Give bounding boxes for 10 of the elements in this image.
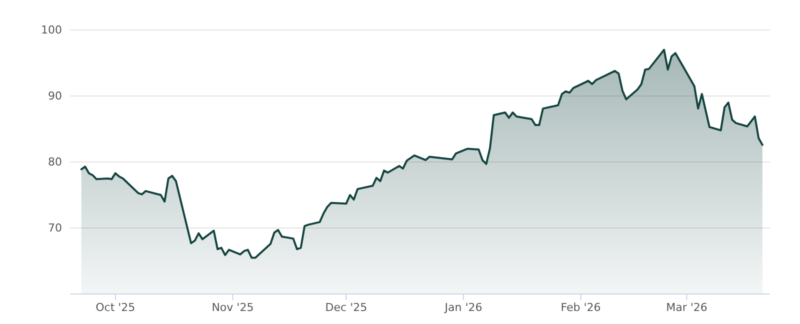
y-tick-label: 70	[48, 222, 62, 235]
x-tick-label: Oct '25	[96, 300, 136, 314]
x-tick-label: Mar '26	[666, 300, 708, 314]
x-tick-label: Jan '26	[444, 300, 482, 314]
y-tick-label: 80	[48, 156, 62, 169]
y-tick-label: 100	[41, 24, 62, 37]
y-tick-label: 90	[48, 90, 62, 103]
x-tick-label: Feb '26	[560, 300, 601, 314]
x-tick-label: Nov '25	[212, 300, 254, 314]
x-tick-label: Dec '25	[325, 300, 368, 314]
